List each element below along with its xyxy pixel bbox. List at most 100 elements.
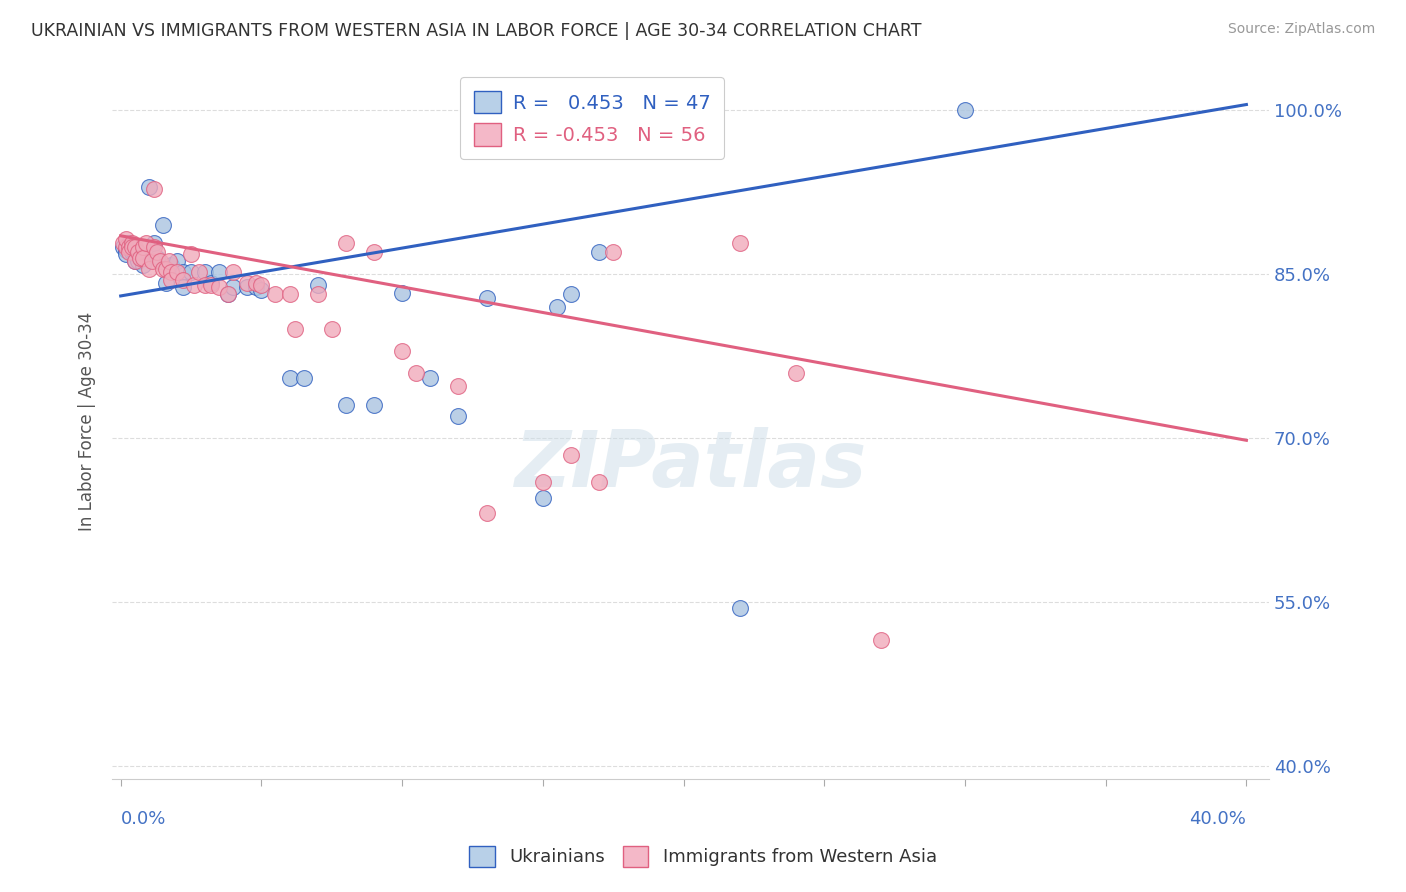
Point	[138, 179, 160, 194]
Point	[121, 241, 143, 255]
Y-axis label: In Labor Force | Age 30-34: In Labor Force | Age 30-34	[79, 312, 96, 532]
Text: 0.0%: 0.0%	[121, 810, 166, 828]
Point	[146, 245, 169, 260]
Point	[200, 278, 222, 293]
Point	[447, 409, 470, 424]
Point	[208, 280, 231, 294]
Point	[307, 278, 329, 293]
Point	[236, 280, 259, 294]
Point	[616, 134, 638, 148]
Point	[560, 448, 582, 462]
Point	[728, 236, 751, 251]
Point	[546, 300, 568, 314]
Point	[321, 322, 343, 336]
Point	[141, 254, 163, 268]
Point	[728, 600, 751, 615]
Point	[127, 254, 149, 268]
Text: 40.0%: 40.0%	[1189, 810, 1246, 828]
Point	[129, 251, 152, 265]
Point	[112, 240, 135, 254]
Point	[405, 366, 427, 380]
Point	[217, 286, 239, 301]
Point	[152, 261, 174, 276]
Point	[135, 236, 157, 251]
Point	[155, 261, 177, 276]
Point	[194, 265, 217, 279]
Point	[363, 398, 385, 412]
Point	[188, 265, 211, 279]
Point	[292, 371, 315, 385]
Point	[869, 633, 891, 648]
Legend: Ukrainians, Immigrants from Western Asia: Ukrainians, Immigrants from Western Asia	[460, 837, 946, 876]
Point	[953, 103, 976, 117]
Point	[143, 182, 166, 196]
Point	[236, 276, 259, 290]
Point	[335, 236, 357, 251]
Point	[475, 506, 498, 520]
Point	[149, 254, 172, 268]
Point	[447, 378, 470, 392]
Point	[115, 247, 138, 261]
Point	[112, 236, 135, 251]
Point	[121, 240, 143, 254]
Point	[121, 245, 143, 260]
Point	[143, 240, 166, 254]
Point	[391, 285, 413, 300]
Point	[183, 278, 205, 293]
Point	[588, 475, 610, 489]
Point	[278, 286, 301, 301]
Point	[115, 243, 138, 257]
Text: Source: ZipAtlas.com: Source: ZipAtlas.com	[1227, 22, 1375, 37]
Point	[217, 286, 239, 301]
Point	[143, 236, 166, 251]
Point	[222, 280, 245, 294]
Point	[124, 254, 146, 268]
Point	[419, 371, 441, 385]
Text: ZIPatlas: ZIPatlas	[515, 426, 866, 502]
Point	[124, 247, 146, 261]
Point	[180, 247, 202, 261]
Point	[602, 245, 624, 260]
Point	[284, 322, 307, 336]
Point	[118, 236, 141, 251]
Point	[172, 272, 194, 286]
Point	[166, 265, 188, 279]
Point	[250, 284, 273, 298]
Point	[391, 343, 413, 358]
Point	[129, 251, 152, 265]
Point	[475, 291, 498, 305]
Point	[132, 251, 155, 265]
Point	[121, 236, 143, 251]
Point	[172, 280, 194, 294]
Point	[124, 254, 146, 268]
Point	[118, 240, 141, 254]
Point	[127, 245, 149, 260]
Point	[531, 475, 554, 489]
Point	[146, 251, 169, 265]
Point	[132, 240, 155, 254]
Point	[194, 278, 217, 293]
Point	[335, 398, 357, 412]
Point	[602, 138, 624, 153]
Point	[124, 240, 146, 254]
Point	[278, 371, 301, 385]
Point	[180, 265, 202, 279]
Point	[200, 276, 222, 290]
Point	[152, 218, 174, 232]
Point	[658, 134, 681, 148]
Point	[560, 286, 582, 301]
Point	[132, 258, 155, 272]
Point	[250, 278, 273, 293]
Point	[588, 245, 610, 260]
Point	[115, 240, 138, 254]
Point	[245, 280, 267, 294]
Legend: R =   0.453   N = 47, R = -0.453   N = 56: R = 0.453 N = 47, R = -0.453 N = 56	[460, 78, 724, 159]
Point	[307, 286, 329, 301]
Point	[172, 265, 194, 279]
Point	[245, 276, 267, 290]
Point	[160, 272, 183, 286]
Point	[785, 366, 807, 380]
Point	[160, 265, 183, 279]
Point	[264, 286, 287, 301]
Point	[118, 245, 141, 260]
